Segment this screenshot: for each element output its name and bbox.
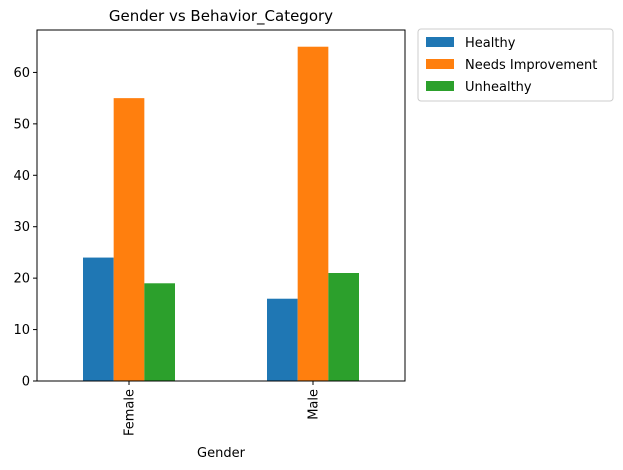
bars	[83, 46, 359, 382]
legend-swatch-healthy	[426, 37, 454, 47]
legend-label-healthy: Healthy	[465, 36, 516, 51]
axes: 0 10 20 30 40 50 60 Female Male	[13, 29, 406, 436]
legend-swatch-needs-improvement	[426, 59, 454, 69]
bar-male-needs-improvement	[297, 46, 329, 382]
bar-female-needs-improvement	[113, 98, 145, 381]
x-tick-label-male: Male	[307, 389, 322, 420]
chart-title: Gender vs Behavior_Category	[109, 7, 333, 26]
legend-box	[417, 28, 614, 102]
y-tick-label: 60	[13, 66, 30, 81]
bar-male-healthy	[267, 298, 298, 381]
legend-swatch-unhealthy	[426, 81, 454, 91]
y-tick-label: 30	[13, 220, 30, 235]
y-tick-label: 50	[13, 117, 30, 132]
x-axis-label: Gender	[197, 446, 246, 461]
legend-label-needs-improvement: Needs Improvement	[465, 58, 597, 73]
plot-frame	[36, 29, 406, 382]
bar-male-unhealthy	[328, 273, 359, 381]
y-tick-label: 10	[13, 323, 30, 338]
legend: Healthy Needs Improvement Unhealthy	[417, 28, 614, 102]
bar-female-unhealthy	[144, 283, 175, 381]
x-tick-label-female: Female	[123, 389, 138, 436]
y-tick-label: 20	[13, 272, 30, 287]
y-tick-label: 0	[22, 375, 30, 390]
bar-female-healthy	[83, 257, 114, 381]
y-tick-label: 40	[13, 169, 30, 184]
legend-label-unhealthy: Unhealthy	[465, 80, 532, 95]
